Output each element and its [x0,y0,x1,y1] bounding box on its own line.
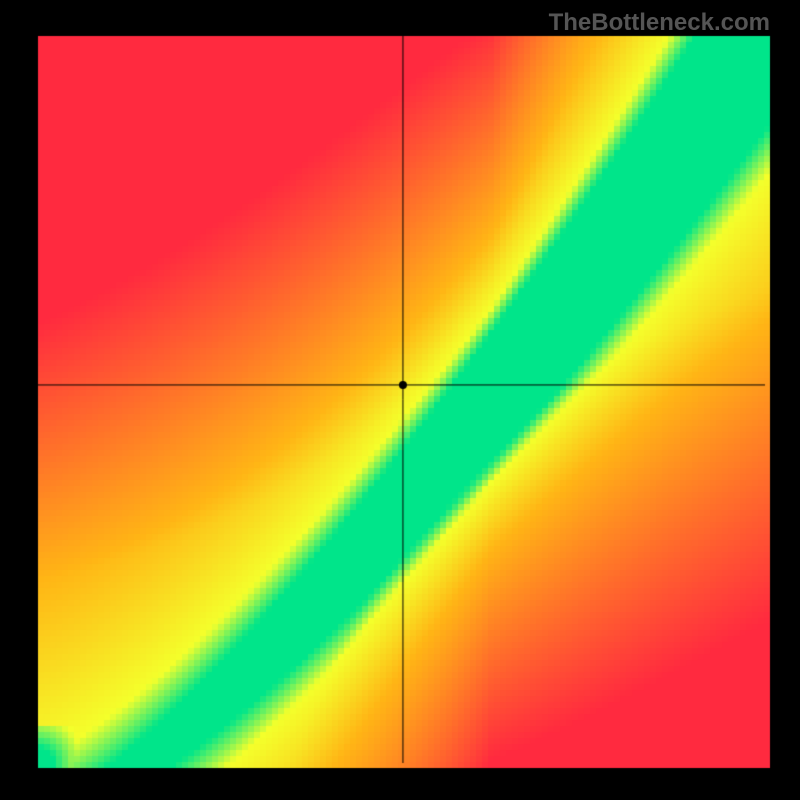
watermark-text: TheBottleneck.com [549,9,770,37]
chart-container: TheBottleneck.com [0,0,800,800]
bottleneck-heatmap [0,0,800,800]
